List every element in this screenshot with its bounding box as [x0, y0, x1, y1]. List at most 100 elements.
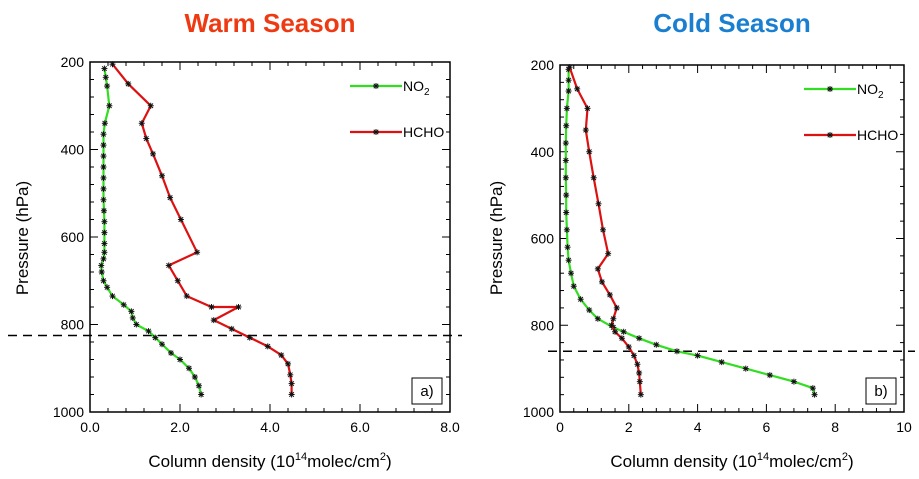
cold-hcho-point — [574, 85, 581, 92]
cold-ytick-label: 600 — [531, 231, 555, 247]
warm-hcho-point — [138, 120, 145, 127]
warm-no2-point — [101, 249, 108, 256]
warm-hcho-point — [159, 172, 165, 179]
cold-no2-point — [570, 283, 577, 290]
cold-plot-frame — [559, 64, 905, 413]
cold-hcho-legend-label: HCHO — [857, 127, 898, 143]
warm-no2-point — [129, 314, 136, 321]
warm-hcho-point — [174, 277, 181, 284]
warm-hcho-point — [125, 80, 132, 87]
warm-season-xlabel-part2: molec/cm — [307, 452, 380, 471]
warm-no2-point — [100, 185, 107, 192]
warm-hcho-point — [228, 325, 235, 332]
cold-no2-point — [742, 365, 749, 372]
warm-no2-point — [191, 374, 198, 380]
cold-ytick-label: 200 — [531, 57, 555, 73]
cold-hcho-point — [618, 335, 625, 342]
warm-no2-point — [159, 341, 165, 348]
warm-no2-point — [100, 142, 107, 149]
cold-season-xlabel-part1: Column density (10 — [610, 452, 756, 471]
warm-ytick-label: 600 — [61, 229, 85, 245]
warm-no2-point — [120, 301, 127, 308]
cold-xtick-label: 10 — [896, 419, 912, 435]
cold-no2-point — [563, 226, 570, 233]
cold-no2-legend-marker — [827, 86, 833, 92]
warm-no2-point — [100, 174, 107, 181]
cold-no2-point — [594, 315, 601, 322]
cold-hcho-point — [610, 315, 617, 322]
cold-no2-point — [620, 328, 627, 335]
warm-hcho-point — [167, 194, 174, 201]
warm-season-title: Warm Season — [185, 8, 356, 38]
cold-xtick-label: 8 — [831, 419, 839, 435]
cold-xtick-label: 4 — [694, 419, 702, 435]
warm-xtick-label: 0.0 — [80, 419, 100, 435]
warm-panel-label: a) — [420, 383, 433, 400]
cold-season-xlabel-part3: ) — [848, 452, 854, 471]
warm-hcho-point — [177, 216, 184, 223]
warm-no2-point — [109, 293, 116, 300]
cold-xtick-label: 6 — [763, 419, 771, 435]
cold-ytick-label: 1000 — [523, 404, 554, 420]
cold-hcho-point — [590, 174, 597, 181]
cold-no2-point — [563, 192, 570, 199]
cold-no2-point — [568, 270, 575, 277]
warm-no2-point — [186, 365, 192, 372]
warm-season-xlabel-sup1: 14 — [295, 451, 307, 463]
cold-season-xlabel: Column density (1014molec/cm2) — [610, 451, 853, 471]
cold-season-panel: Cold Season Pressure (hPa) Column densit… — [487, 8, 915, 471]
warm-ytick-label: 200 — [61, 54, 85, 70]
warm-no2-point — [168, 349, 174, 356]
warm-no2-point — [177, 356, 183, 363]
cold-no2-point — [577, 296, 584, 303]
warm-no2-point — [100, 277, 107, 284]
cold-no2-point — [562, 140, 569, 147]
cold-hcho-point — [606, 291, 613, 298]
warm-season-xlabel-part1: Column density (10 — [148, 452, 294, 471]
cold-hcho-legend-marker — [827, 132, 833, 138]
warm-hcho-legend-label: HCHO — [403, 124, 444, 140]
cold-hcho-point — [636, 369, 643, 376]
cold-no2-point — [563, 209, 570, 216]
cold-hcho-point — [613, 304, 620, 311]
warm-hcho-point — [235, 304, 242, 310]
cold-hcho-point — [582, 127, 589, 134]
cold-no2-point — [562, 174, 569, 181]
cold-no2-point — [562, 157, 569, 164]
cold-no2-point — [636, 335, 643, 342]
warm-hcho-point — [143, 135, 150, 142]
warm-xtick-label: 2.0 — [170, 419, 190, 435]
cold-no2-point — [565, 88, 572, 95]
warm-no2-point — [98, 269, 105, 275]
cold-hcho-point — [634, 361, 641, 368]
warm-no2-point — [195, 382, 202, 389]
warm-no2-point — [100, 255, 107, 262]
warm-no2-point — [101, 65, 108, 72]
warm-season-xlabel-part3: ) — [386, 452, 392, 471]
cold-no2-point — [564, 244, 571, 251]
cold-no2-point — [565, 257, 572, 264]
cold-hcho-point — [594, 265, 601, 272]
warm-no2-point — [100, 131, 107, 138]
warm-no2-point — [100, 207, 107, 214]
warm-no2-legend-label: NO2 — [403, 78, 430, 98]
warm-no2-point — [128, 308, 135, 315]
cold-hcho-point — [612, 328, 619, 335]
cold-hcho-point — [586, 148, 593, 155]
warm-hcho-point — [246, 334, 253, 341]
cold-hcho-point — [608, 322, 615, 329]
warm-no2-point — [145, 328, 152, 335]
warm-no2-point — [101, 218, 108, 225]
warm-no2-point — [104, 83, 111, 90]
warm-hcho-point — [285, 360, 291, 367]
cold-no2-point — [694, 352, 701, 359]
cold-season-xlabel-part2: molec/cm — [769, 452, 842, 471]
warm-no2-point — [133, 321, 140, 328]
cold-hcho-point — [598, 278, 605, 285]
warm-no2-point — [152, 334, 159, 341]
warm-no2-point — [100, 164, 107, 170]
warm-no2-point — [102, 74, 109, 81]
cold-season-xlabel-sup2: 2 — [842, 451, 848, 463]
